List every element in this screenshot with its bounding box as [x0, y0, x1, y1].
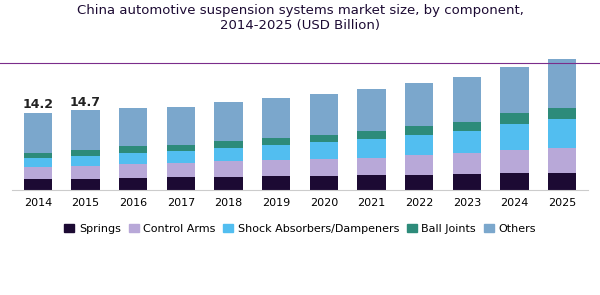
Bar — [357, 139, 386, 158]
Bar — [23, 179, 52, 190]
Bar — [405, 135, 433, 155]
Bar — [214, 161, 243, 177]
Bar — [71, 156, 100, 166]
Bar — [214, 102, 243, 141]
Bar — [357, 175, 386, 190]
Bar — [262, 145, 290, 160]
Bar — [452, 131, 481, 153]
Bar — [119, 109, 148, 146]
Bar — [310, 176, 338, 190]
Bar — [214, 148, 243, 161]
Bar — [167, 151, 195, 163]
Bar — [500, 173, 529, 190]
Text: 14.7: 14.7 — [70, 96, 101, 109]
Title: China automotive suspension systems market size, by component,
2014-2025 (USD Bi: China automotive suspension systems mark… — [77, 4, 523, 32]
Legend: Springs, Control Arms, Shock Absorbers/Dampeners, Ball Joints, Others: Springs, Control Arms, Shock Absorbers/D… — [60, 219, 540, 238]
Bar — [310, 142, 338, 159]
Bar — [500, 124, 529, 150]
Bar — [500, 150, 529, 173]
Bar — [23, 113, 52, 153]
Bar — [405, 126, 433, 135]
Text: 14.2: 14.2 — [22, 99, 53, 112]
Bar — [262, 160, 290, 176]
Bar — [548, 148, 577, 173]
Bar — [167, 107, 195, 145]
Bar — [500, 67, 529, 113]
Bar — [452, 122, 481, 131]
Bar — [167, 163, 195, 177]
Bar — [548, 59, 577, 108]
Bar — [119, 146, 148, 153]
Bar — [310, 135, 338, 142]
Bar — [23, 167, 52, 179]
Bar — [452, 77, 481, 122]
Bar — [71, 110, 100, 150]
Bar — [452, 153, 481, 174]
Bar — [357, 158, 386, 175]
Bar — [71, 166, 100, 179]
Bar — [357, 89, 386, 131]
Bar — [548, 108, 577, 119]
Bar — [262, 176, 290, 190]
Bar — [500, 113, 529, 124]
Bar — [119, 153, 148, 164]
Bar — [405, 155, 433, 175]
Bar — [405, 175, 433, 190]
Bar — [357, 131, 386, 139]
Bar — [214, 177, 243, 190]
Bar — [310, 94, 338, 135]
Bar — [71, 179, 100, 190]
Bar — [167, 177, 195, 190]
Bar — [405, 83, 433, 126]
Bar — [262, 138, 290, 145]
Bar — [71, 150, 100, 156]
Bar — [23, 153, 52, 158]
Bar — [119, 178, 148, 190]
Bar — [548, 173, 577, 190]
Bar — [119, 164, 148, 178]
Bar — [214, 141, 243, 148]
Bar — [167, 145, 195, 151]
Bar — [262, 98, 290, 138]
Bar — [452, 174, 481, 190]
Bar — [548, 119, 577, 148]
Bar — [310, 159, 338, 176]
Bar — [23, 158, 52, 167]
